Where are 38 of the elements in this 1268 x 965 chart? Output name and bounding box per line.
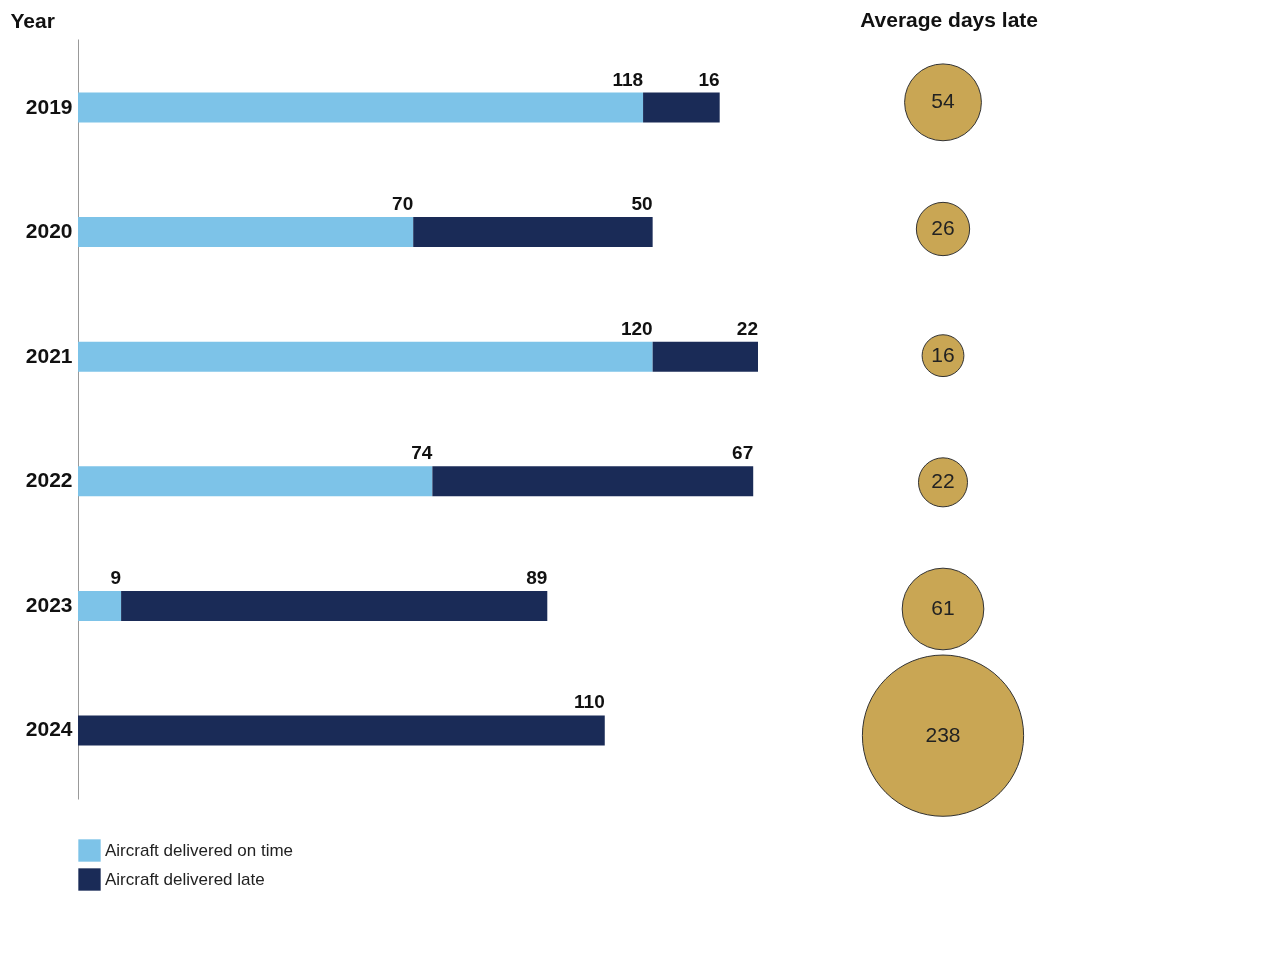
data-label: 22 (736, 317, 758, 339)
data-label: 118 (612, 68, 644, 90)
y-tick-label: 2021 (25, 343, 73, 367)
bar (413, 217, 653, 248)
data-label: 74 (411, 442, 433, 464)
bar (78, 341, 653, 372)
bar (78, 715, 605, 746)
legend-label: Aircraft delivered late (105, 869, 265, 889)
bar (121, 590, 548, 621)
data-label: 16 (931, 342, 955, 366)
bar (652, 341, 758, 372)
bar (643, 92, 720, 123)
bar (78, 466, 433, 497)
bar (432, 466, 754, 497)
legend-label: Aircraft delivered on time (105, 840, 294, 860)
data-label: 110 (574, 691, 605, 713)
data-label: 70 (392, 193, 414, 215)
data-label: 89 (526, 566, 548, 588)
y-tick-label: 2020 (25, 219, 73, 243)
bar (78, 92, 644, 123)
data-label: 9 (110, 566, 122, 588)
data-label: 50 (631, 193, 653, 215)
data-label: 238 (925, 722, 961, 746)
text: Average days late (860, 8, 1038, 31)
data-label: 120 (620, 317, 653, 339)
y-tick-label: 2022 (25, 468, 73, 492)
data-label: 26 (931, 216, 955, 239)
bar (78, 590, 122, 621)
data-label: 61 (931, 596, 955, 619)
data-label: 22 (931, 469, 955, 493)
y-tick-label: 2024 (25, 717, 73, 741)
data-label: 67 (732, 442, 754, 464)
y-tick-label: 2019 (25, 94, 73, 118)
y-axis-title: Year (10, 8, 55, 32)
data-label: 54 (931, 89, 955, 113)
bar (78, 217, 414, 248)
y-tick-label: 2023 (25, 592, 73, 616)
data-label: 16 (698, 68, 720, 90)
